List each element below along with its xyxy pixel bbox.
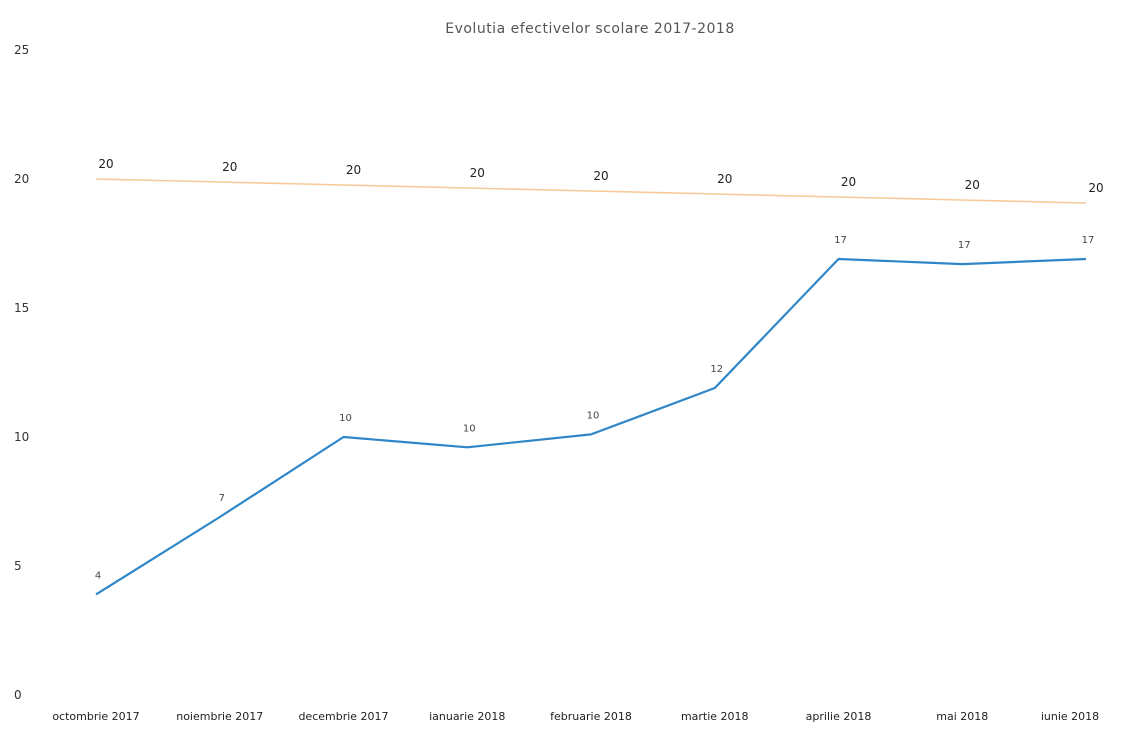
x-tick-label: martie 2018 <box>681 710 749 723</box>
data-label: 10 <box>587 410 600 421</box>
x-tick-label: decembrie 2017 <box>298 710 388 723</box>
series-line-target <box>95 178 1087 204</box>
data-label: 20 <box>98 157 113 171</box>
data-label: 10 <box>463 423 476 434</box>
y-tick-label: 0 <box>14 688 22 702</box>
y-tick-label: 15 <box>14 301 29 315</box>
x-tick-label: ianuarie 2018 <box>429 710 505 723</box>
x-tick-label: octombrie 2017 <box>52 710 139 723</box>
data-label: 20 <box>841 175 856 189</box>
x-axis: octombrie 2017 noiembrie 2017 decembrie 20… <box>52 710 1099 723</box>
data-label: 17 <box>834 235 847 246</box>
data-label: 4 <box>95 570 101 581</box>
series-line-actual <box>95 257 1087 596</box>
y-tick-label: 25 <box>14 43 29 57</box>
y-tick-label: 5 <box>14 559 22 573</box>
data-label: 20 <box>593 169 608 183</box>
data-label: 12 <box>710 364 723 375</box>
x-tick-label: mai 2018 <box>936 710 988 723</box>
series-layer <box>95 178 1087 596</box>
chart-title: Evolutia efectivelor scolare 2017-2018 <box>445 21 735 37</box>
data-label: 20 <box>346 163 361 177</box>
data-label: 20 <box>470 166 485 180</box>
data-label: 10 <box>339 413 352 424</box>
x-tick-label: aprilie 2018 <box>806 710 872 723</box>
y-tick-label: 10 <box>14 430 29 444</box>
data-label: 20 <box>965 178 980 192</box>
data-label: 17 <box>958 240 971 251</box>
data-label: 7 <box>219 493 225 504</box>
data-label: 20 <box>1088 181 1103 195</box>
x-tick-label: februarie 2018 <box>550 710 632 723</box>
x-tick-label: iunie 2018 <box>1041 710 1099 723</box>
data-label: 20 <box>717 172 732 186</box>
x-tick-label: noiembrie 2017 <box>176 710 263 723</box>
data-labels: 20 20 20 20 20 20 20 20 20 4 7 10 10 10 12 17 17 17 <box>95 157 1104 581</box>
y-axis: 0 5 10 15 20 25 <box>14 43 29 702</box>
data-label: 20 <box>222 160 237 174</box>
y-tick-label: 20 <box>14 172 29 186</box>
data-label: 17 <box>1082 235 1095 246</box>
